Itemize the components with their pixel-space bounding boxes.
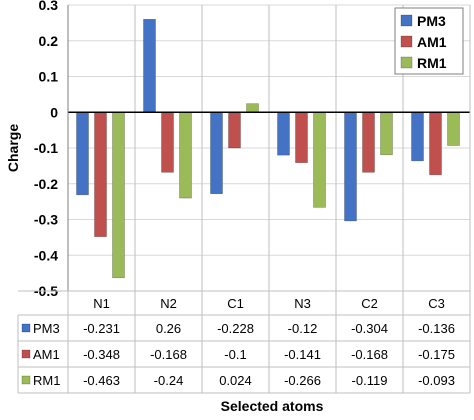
legend-swatch-pm3: [400, 14, 413, 27]
category-label-n1: N1: [93, 296, 110, 311]
bar-am1-n3: [295, 111, 308, 163]
y-tick-label: -0.3: [34, 212, 58, 228]
bar-rm1-n3: [313, 111, 326, 208]
y-tick-label: 0: [50, 104, 58, 120]
bar-pm3-n3: [277, 111, 290, 156]
table-key-rm1: [21, 375, 31, 385]
y-tick-label: -0.4: [34, 247, 58, 263]
table-cell: -0.136: [418, 321, 455, 336]
table-cell: 0.26: [156, 321, 181, 336]
table-cell: 0.024: [219, 373, 252, 388]
legend-label-rm1: RM1: [417, 55, 447, 71]
bar-pm3-c2: [344, 111, 357, 222]
table-series-name-am1: AM1: [33, 347, 60, 362]
category-label-n3: N3: [294, 296, 311, 311]
table-cell: -0.175: [418, 347, 455, 362]
category-label-c2: C2: [361, 296, 378, 311]
bar-rm1-c1: [246, 103, 259, 113]
legend-swatch-rm1: [400, 56, 413, 69]
y-tick-label: -0.1: [34, 140, 58, 156]
bar-am1-c1: [228, 111, 241, 149]
table-cell: -0.266: [284, 373, 321, 388]
table-cell: -0.231: [83, 321, 120, 336]
bar-pm3-c1: [210, 111, 223, 195]
bar-rm1-c2: [380, 111, 393, 156]
x-axis-label: Selected atoms: [221, 398, 324, 414]
bar-am1-c3: [429, 111, 442, 176]
bar-pm3-n1: [76, 111, 89, 196]
table-cell: -0.24: [154, 373, 184, 388]
bar-rm1-c3: [447, 111, 460, 146]
bar-rm1-n2: [179, 111, 192, 199]
table-cell: -0.228: [217, 321, 254, 336]
bar-am1-n2: [161, 111, 174, 173]
table-cell: -0.12: [288, 321, 318, 336]
table-series-name-rm1: RM1: [33, 373, 60, 388]
bar-am1-c2: [362, 111, 375, 173]
bar-am1-n1: [94, 111, 107, 237]
legend-label-pm3: PM3: [417, 13, 446, 29]
table-cell: -0.348: [83, 347, 120, 362]
y-tick-label: 0.1: [39, 69, 59, 85]
table-series-name-pm3: PM3: [33, 321, 60, 336]
legend-label-am1: AM1: [417, 34, 447, 50]
table-cell: -0.168: [150, 347, 187, 362]
table-cell: -0.093: [418, 373, 455, 388]
table-cell: -0.463: [83, 373, 120, 388]
category-label-c1: C1: [227, 296, 244, 311]
table-cell: -0.141: [284, 347, 321, 362]
y-tick-label: 0.2: [39, 33, 59, 49]
table-cell: -0.304: [351, 321, 388, 336]
bar-pm3-c3: [411, 111, 424, 162]
legend-swatch-am1: [400, 35, 413, 48]
category-label-n2: N2: [160, 296, 177, 311]
table-key-am1: [21, 349, 31, 359]
y-tick-label: -0.2: [34, 176, 58, 192]
table-cell: -0.168: [351, 347, 388, 362]
bar-rm1-n1: [112, 111, 125, 279]
table-cell: -0.119: [352, 373, 388, 388]
table-key-pm3: [21, 323, 31, 333]
y-tick-label: 0.3: [39, 0, 59, 13]
y-axis-label: Charge: [5, 124, 21, 172]
table-cell: -0.1: [224, 347, 246, 362]
category-label-c3: C3: [428, 296, 445, 311]
bar-pm3-n2: [143, 18, 156, 113]
